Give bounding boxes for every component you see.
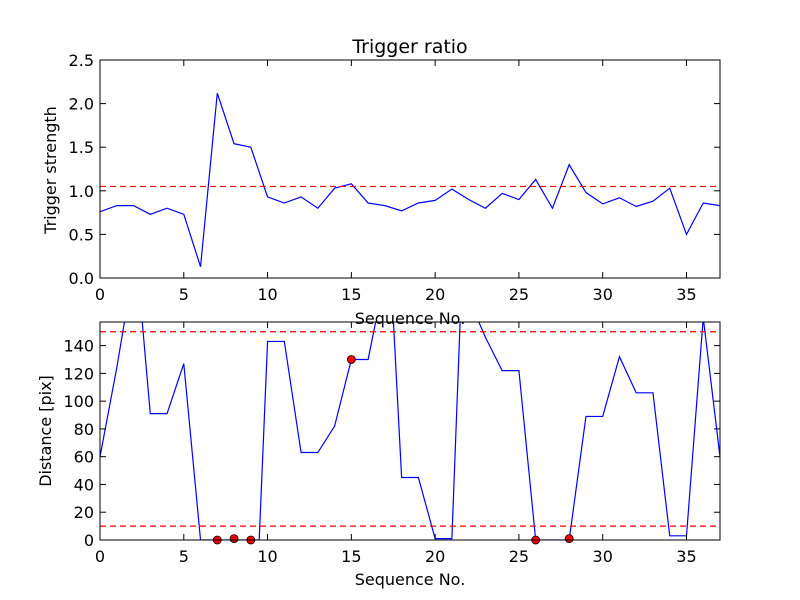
x-tick-label: 20 bbox=[425, 547, 445, 566]
chart-title: Trigger ratio bbox=[351, 36, 467, 58]
y-tick-label: 120 bbox=[63, 364, 94, 383]
y-tick-label: 0 bbox=[84, 531, 94, 550]
x-tick-label: 10 bbox=[257, 547, 277, 566]
y-tick-label: 100 bbox=[63, 392, 94, 411]
y-tick-label: 1.5 bbox=[69, 138, 94, 157]
x-tick-label: 0 bbox=[95, 285, 105, 304]
series-line bbox=[100, 92, 720, 267]
trigger-ratio-chart: Trigger ratio Sequence No. Trigger stren… bbox=[41, 36, 721, 328]
y-tick-label: 40 bbox=[74, 475, 94, 494]
x-tick-label: 5 bbox=[179, 547, 189, 566]
y-tick-label: 0.5 bbox=[69, 225, 94, 244]
data-point-marker bbox=[346, 355, 356, 364]
y-tick-label: 2.5 bbox=[69, 51, 94, 70]
x-axis-label: Sequence No. bbox=[355, 309, 466, 328]
y-tick-label: 140 bbox=[63, 337, 94, 356]
x-tick-label: 10 bbox=[257, 285, 277, 304]
data-point-marker bbox=[229, 534, 239, 544]
data-point-marker bbox=[564, 534, 574, 544]
y-tick-label: 80 bbox=[74, 420, 94, 439]
y-tick-label: 2.0 bbox=[69, 95, 94, 114]
plot-frame bbox=[99, 59, 721, 279]
y-tick-label: 20 bbox=[74, 503, 94, 522]
x-tick-label: 5 bbox=[179, 285, 189, 304]
x-tick-label: 30 bbox=[593, 547, 613, 566]
x-tick-label: 20 bbox=[425, 285, 445, 304]
distance-chart: Sequence No. Distance [pix] 0 5 10 15 20 25 30… bbox=[36, 321, 721, 589]
plot-frame bbox=[99, 321, 721, 541]
x-tick-label: 15 bbox=[341, 285, 361, 304]
x-tick-label: 30 bbox=[593, 285, 613, 304]
x-tick-label: 25 bbox=[509, 285, 529, 304]
y-tick-label: 0.0 bbox=[69, 269, 94, 288]
y-axis-label: Trigger strength bbox=[41, 106, 60, 235]
x-axis-label: Sequence No. bbox=[355, 570, 466, 589]
y-axis-label: Distance [pix] bbox=[36, 375, 55, 487]
x-tick-label: 35 bbox=[676, 547, 696, 566]
x-tick-label: 15 bbox=[341, 547, 361, 566]
x-tick-label: 0 bbox=[95, 547, 105, 566]
x-tick-label: 35 bbox=[676, 285, 696, 304]
x-tick-label: 25 bbox=[509, 547, 529, 566]
y-tick-label: 60 bbox=[74, 448, 94, 467]
series-line bbox=[100, 322, 720, 540]
y-tick-label: 1.0 bbox=[69, 182, 94, 201]
